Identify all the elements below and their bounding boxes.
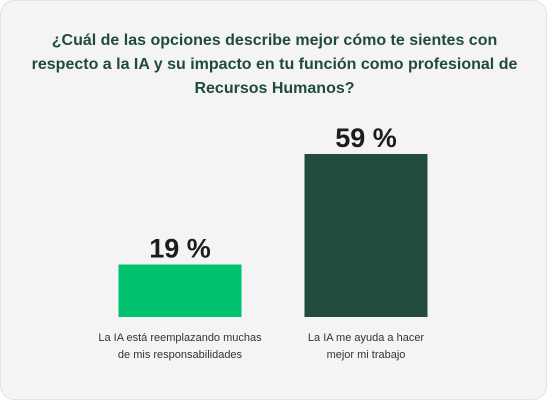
category-label-line: de mis responsabilidades (117, 349, 243, 361)
chart-title: ¿Cuál de las opciones describe mejor cóm… (31, 32, 518, 97)
bar-1 (118, 264, 242, 317)
category-label-1: La IA está reemplazando muchas de mis res… (80, 330, 280, 364)
bar-value-label-2: 59 % (335, 123, 397, 153)
category-label-2: La IA me ayuda a hacer mejor mi trabajo (266, 330, 466, 364)
bar-value-label-1: 19 % (149, 234, 211, 264)
category-label-line: La IA está reemplazando muchas (98, 332, 262, 344)
category-label-line: La IA me ayuda a hacer (307, 332, 425, 344)
category-label-line: mejor mi trabajo (326, 349, 406, 361)
bars-group: 19 % 59 % (118, 123, 428, 317)
bar-2 (304, 154, 428, 317)
